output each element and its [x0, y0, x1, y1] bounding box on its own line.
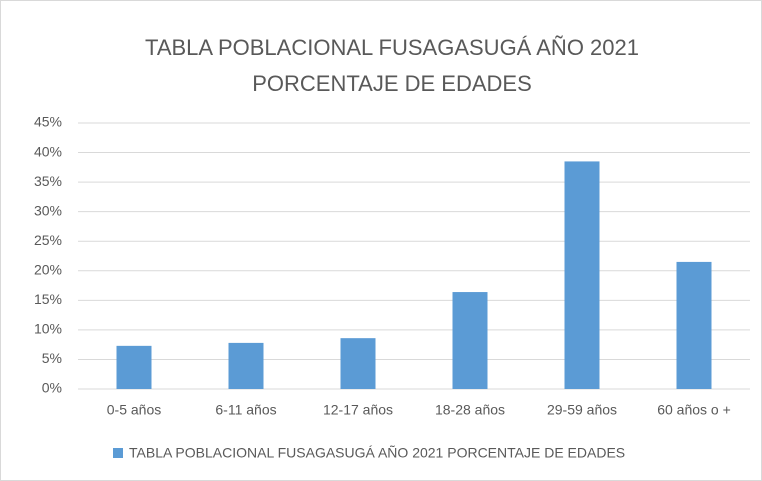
bar: [228, 342, 264, 389]
x-tick-label: 60 años o +: [657, 402, 731, 418]
x-tick-label: 0-5 años: [107, 402, 161, 418]
y-tick-label: 15%: [34, 291, 62, 307]
bar: [340, 338, 376, 389]
x-tick-label: 12-17 años: [323, 402, 393, 418]
y-tick-label: 5%: [42, 350, 62, 366]
legend-label: TABLA POBLACIONAL FUSAGASUGÁ AÑO 2021 PO…: [129, 445, 625, 461]
x-tick-label: 6-11 años: [215, 402, 276, 418]
y-tick-label: 30%: [34, 202, 62, 218]
y-tick-label: 10%: [34, 321, 62, 337]
y-tick-label: 25%: [34, 232, 62, 248]
y-tick-label: 45%: [34, 114, 62, 130]
y-tick-label: 35%: [34, 173, 62, 189]
bar: [116, 345, 152, 389]
x-tick-label: 18-28 años: [435, 402, 505, 418]
chart-title: TABLA POBLACIONAL FUSAGASUGÁ AÑO 2021 PO…: [145, 35, 639, 96]
bar: [676, 261, 712, 389]
x-tick-label: 29-59 años: [547, 402, 617, 418]
y-tick-label: 0%: [42, 380, 62, 396]
bar: [564, 161, 600, 389]
bar: [452, 292, 488, 389]
y-tick-label: 20%: [34, 261, 62, 277]
y-tick-label: 40%: [34, 143, 62, 159]
legend-swatch: [113, 448, 123, 458]
